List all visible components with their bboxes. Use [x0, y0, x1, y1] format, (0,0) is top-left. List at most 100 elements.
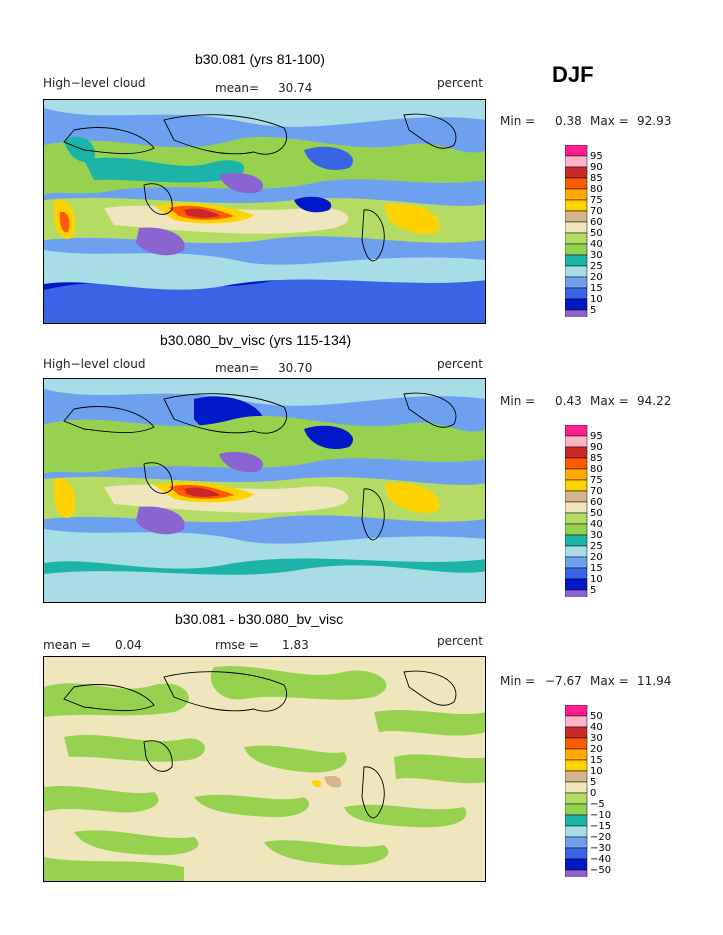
colorbar-swatch: [564, 748, 588, 761]
colorbar-swatch: [564, 803, 588, 816]
colorbar-tick-label: 20: [590, 552, 603, 563]
colorbar-swatch: [564, 501, 588, 514]
colorbar-swatch: [564, 858, 588, 871]
panel-1-min-label: Min =: [500, 114, 536, 128]
colorbar-tick-label: 40: [590, 722, 603, 733]
colorbar-swatch: [564, 825, 588, 838]
panel-3-min-value: −7.67: [545, 674, 582, 688]
panel-2-max-value: 94.22: [637, 394, 672, 408]
panel-1-map-svg: [44, 100, 485, 323]
colorbar-tick-label: 40: [590, 239, 603, 250]
colorbar-tick-label: 80: [590, 464, 603, 475]
colorbar-swatch: [564, 792, 588, 805]
panel-3-mean-value: 0.04: [115, 638, 142, 652]
panel-2-max-label: Max =: [590, 394, 629, 408]
panel-3-title: b30.081 - b30.080_bv_visc: [175, 611, 344, 627]
panel-2-min-label: Min =: [500, 394, 536, 408]
colorbar-tick-label: 80: [590, 184, 603, 195]
panel-2-mean-label: mean=: [215, 361, 260, 375]
colorbar-tick-label: 60: [590, 217, 603, 228]
colorbar-swatch: [564, 759, 588, 772]
panel-3-map: [43, 656, 486, 882]
colorbar-swatch: [564, 446, 588, 459]
colorbar-tick-label: 10: [590, 766, 603, 777]
colorbar-swatch: [564, 221, 588, 234]
panel-1-units: percent: [437, 76, 483, 90]
panel-3-units: percent: [437, 634, 483, 648]
colorbar-tick-label: 40: [590, 519, 603, 530]
colorbar-tick-label: −15: [590, 821, 611, 832]
colorbar-swatch: [564, 155, 588, 168]
colorbar-tick-label: 95: [590, 431, 603, 442]
colorbar-swatch: [564, 457, 588, 470]
colorbar-swatch: [564, 781, 588, 794]
panel-1-colorbar: 95 90 85 80 75 70 60 50 40 30 25 20 15 10 5: [564, 144, 625, 322]
colorbar-tick-label: −30: [590, 843, 611, 854]
colorbar-tick-label: 5: [590, 305, 596, 316]
colorbar-tick-label: 15: [590, 563, 603, 574]
colorbar-tick-label: 15: [590, 755, 603, 766]
colorbar-swatch: [564, 309, 588, 322]
colorbar-swatch: [564, 556, 588, 569]
colorbar-tick-label: 5: [590, 585, 596, 596]
panel-3-map-svg: [44, 657, 485, 881]
panel-2-units: percent: [437, 357, 483, 371]
colorbar-tick-label: 0: [590, 788, 596, 799]
colorbar-swatch: [564, 847, 588, 860]
colorbar-swatch: [564, 814, 588, 827]
colorbar-tick-label: 15: [590, 283, 603, 294]
colorbar-tick-label: −10: [590, 810, 611, 821]
colorbar-swatch: [564, 232, 588, 245]
panel-2-map-svg: [44, 379, 485, 602]
panel-2-colorbar: 95 90 85 80 75 70 60 50 40 30 25 20 15 10 5: [564, 424, 625, 602]
colorbar-swatch: [564, 254, 588, 267]
colorbar-tick-label: 30: [590, 530, 603, 541]
panel-2-variable-label: High−level cloud: [43, 357, 146, 371]
colorbar-tick-label: 25: [590, 541, 603, 552]
colorbar-swatch: [564, 144, 588, 157]
panel-3-rmse-label: rmse =: [215, 638, 259, 652]
colorbar-tick-label: 20: [590, 272, 603, 283]
colorbar-tick-label: 10: [590, 574, 603, 585]
panel-1-max-label: Max =: [590, 114, 629, 128]
panel-2-title: b30.080_bv_visc (yrs 115-134): [160, 332, 352, 348]
colorbar-swatch: [564, 276, 588, 289]
colorbar-swatch: [564, 512, 588, 525]
colorbar-tick-label: 50: [590, 508, 603, 519]
colorbar-tick-label: 90: [590, 442, 603, 453]
colorbar-swatch: [564, 479, 588, 492]
colorbar-swatch: [564, 298, 588, 311]
colorbar-tick-label: 70: [590, 206, 603, 217]
panel-2-map: [43, 378, 486, 603]
panel-3-mean-label: mean =: [43, 638, 91, 652]
panel-3-colorbar: 50 40 30 20 15 10 5 0 −5 −10 −15 −20 −30 −40 −50: [564, 704, 625, 882]
colorbar-swatch: [564, 490, 588, 503]
season-label: DJF: [552, 62, 594, 87]
colorbar-swatch: [564, 243, 588, 256]
panel-2-mean-value: 30.70: [278, 361, 313, 375]
colorbar-tick-label: 85: [590, 453, 603, 464]
colorbar-swatch: [564, 287, 588, 300]
colorbar-tick-label: 25: [590, 261, 603, 272]
panel-1-mean-value: 30.74: [278, 81, 313, 95]
colorbar-tick-label: −5: [590, 799, 605, 810]
colorbar-tick-label: 85: [590, 173, 603, 184]
colorbar-tick-label: −20: [590, 832, 611, 843]
panel-3-min-label: Min =: [500, 674, 536, 688]
colorbar-swatch: [564, 578, 588, 591]
panel-1-variable-label: High−level cloud: [43, 76, 146, 90]
colorbar-tick-label: 95: [590, 151, 603, 162]
colorbar-swatch: [564, 770, 588, 783]
colorbar-swatch: [564, 177, 588, 190]
panel-1-map: [43, 99, 486, 324]
colorbar-swatch: [564, 869, 588, 882]
colorbar-swatch: [564, 726, 588, 739]
colorbar-tick-label: 30: [590, 250, 603, 261]
panel-3-rmse-value: 1.83: [282, 638, 309, 652]
colorbar-tick-label: 70: [590, 486, 603, 497]
colorbar-swatch: [564, 545, 588, 558]
panel-3-max-value: 11.94: [637, 674, 672, 688]
colorbar-tick-label: 75: [590, 475, 603, 486]
